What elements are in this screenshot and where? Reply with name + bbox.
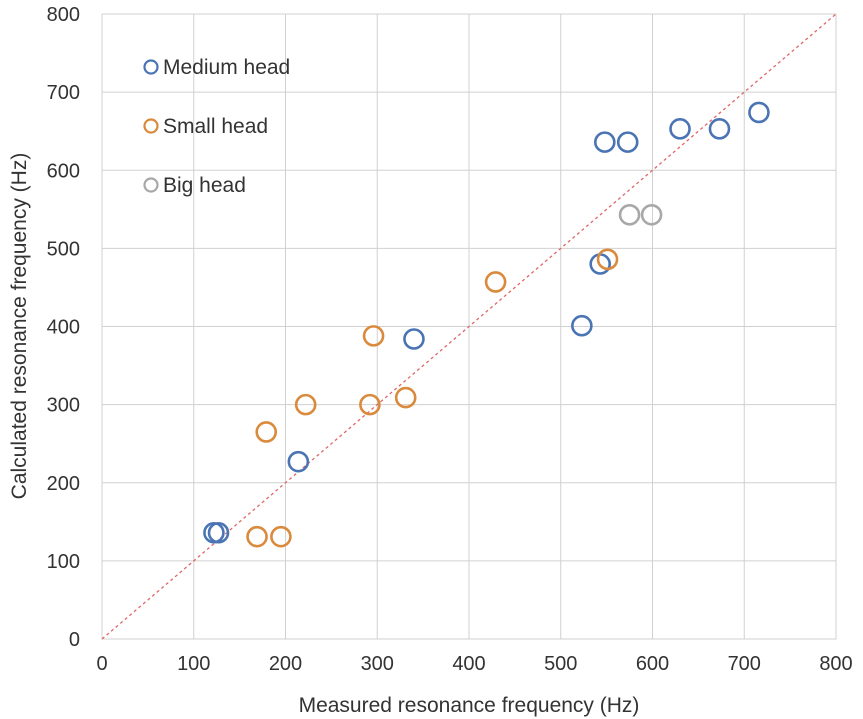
- legend-marker: [143, 118, 159, 134]
- series-small-head: [246, 248, 619, 548]
- x-tick-label: 400: [452, 653, 485, 675]
- y-tick-label: 400: [47, 317, 80, 339]
- legend-label: Medium head: [163, 56, 290, 79]
- x-tick-label: 300: [361, 653, 394, 675]
- legend-item: Small head: [143, 115, 268, 138]
- y-tick-label: 100: [47, 551, 80, 573]
- x-tick-label: 100: [177, 653, 210, 675]
- legend-item: Big head: [143, 174, 246, 197]
- data-points: [203, 101, 770, 548]
- y-axis-title: Calculated resonance frequency (Hz): [8, 153, 31, 500]
- legend-label: Small head: [163, 115, 268, 138]
- data-point: [708, 118, 731, 140]
- y-tick-label: 600: [47, 160, 80, 182]
- y-tick-label: 800: [47, 4, 80, 26]
- data-point: [596, 248, 619, 271]
- x-axis-title: Measured resonance frequency (Hz): [299, 694, 640, 717]
- x-tick-label: 0: [96, 653, 107, 675]
- legend: Medium head Small head Big head: [143, 56, 290, 197]
- data-point: [403, 328, 425, 350]
- legend-marker: [143, 177, 159, 193]
- data-point: [618, 203, 641, 226]
- x-tick-label: 500: [544, 653, 577, 675]
- y-tick-label: 500: [47, 238, 80, 260]
- data-point: [640, 203, 663, 226]
- data-point: [294, 393, 317, 416]
- x-tick-label: 800: [819, 653, 852, 675]
- x-tick-label: 700: [728, 653, 761, 675]
- legend-marker: [143, 59, 159, 75]
- x-tick-label: 600: [636, 653, 669, 675]
- data-point: [203, 521, 225, 544]
- data-point: [571, 314, 593, 337]
- y-tick-label: 200: [47, 473, 80, 495]
- data-point: [362, 325, 385, 347]
- data-point: [748, 101, 770, 124]
- data-point: [669, 118, 691, 140]
- data-point: [287, 450, 310, 473]
- y-tick-label: 300: [47, 395, 80, 417]
- y-tick-label: 700: [47, 82, 80, 104]
- plot-frame: [101, 13, 837, 640]
- data-point: [255, 421, 278, 443]
- data-point: [593, 131, 616, 153]
- y-axis-ticks: 0 100 200 300 400 500 600 700 800: [47, 4, 80, 651]
- legend-label: Big head: [163, 174, 246, 197]
- data-point: [359, 393, 381, 416]
- reference-line: [101, 13, 837, 640]
- data-point: [270, 525, 292, 548]
- data-point: [616, 131, 639, 153]
- data-point: [207, 521, 230, 544]
- data-point: [394, 386, 417, 409]
- series-big-head: [618, 203, 663, 226]
- data-point: [246, 525, 268, 548]
- x-axis-ticks: 0 100 200 300 400 500 600 700 800: [96, 653, 852, 675]
- legend-item: Medium head: [143, 56, 290, 79]
- y-tick-label: 0: [69, 629, 80, 651]
- series-medium-head: [203, 101, 770, 544]
- data-point: [484, 271, 507, 293]
- x-tick-label: 200: [269, 653, 302, 675]
